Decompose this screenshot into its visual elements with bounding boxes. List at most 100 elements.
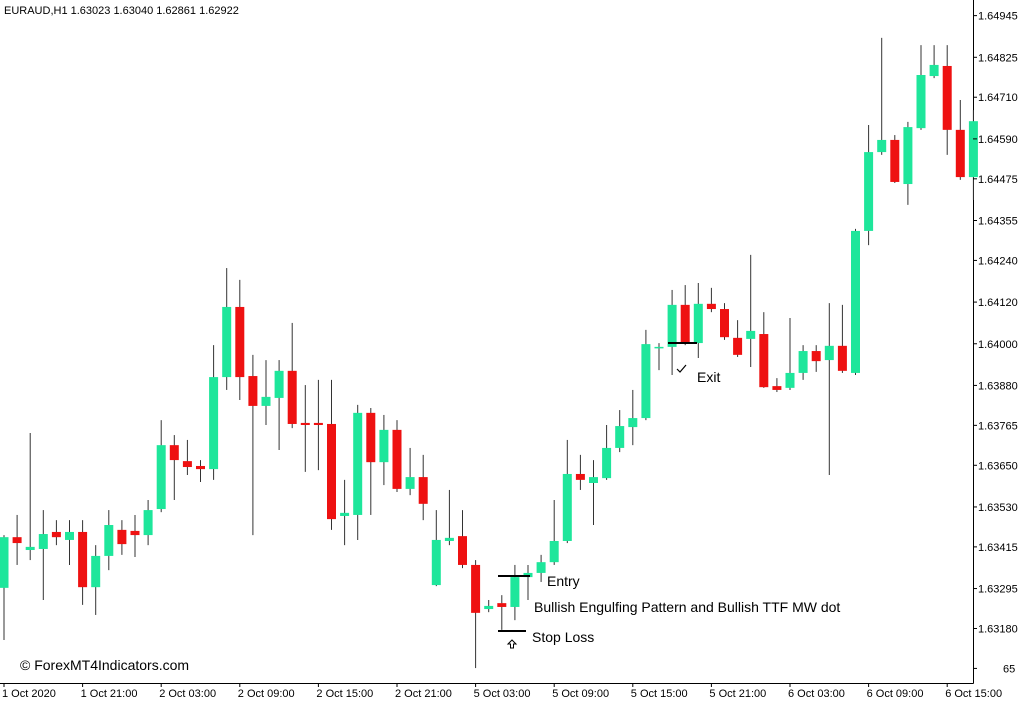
candle-body (641, 344, 651, 419)
x-tick-label: 6 Oct 15:00 (945, 688, 1002, 700)
candle-body (156, 445, 166, 510)
x-tick-label: 1 Oct 21:00 (81, 688, 138, 700)
candle-body (785, 372, 795, 388)
candle-body (955, 129, 965, 178)
x-tick-label: 5 Oct 21:00 (709, 688, 766, 700)
candle-body (589, 477, 598, 483)
y-tick-label: 65 (1003, 663, 1015, 675)
x-tick-label: 1 Oct 2020 (2, 688, 56, 700)
candle-body (667, 304, 677, 347)
candle-body (130, 530, 140, 536)
candle-body (720, 309, 729, 338)
y-tick-label: 1.63530 (978, 502, 1018, 514)
candle-body (890, 139, 900, 182)
candle-body (497, 603, 507, 607)
arrow-up-icon (506, 639, 518, 649)
candle-body (196, 465, 205, 470)
candle-body (340, 512, 350, 516)
candle-body (968, 121, 978, 178)
candle-body (287, 370, 297, 424)
chart-title: EURAUD,H1 1.63023 1.63040 1.62861 1.6292… (4, 5, 239, 17)
candle-body (117, 529, 127, 545)
candle-body (851, 230, 860, 373)
x-tick-label: 5 Oct 03:00 (474, 688, 531, 700)
candle-body (824, 345, 834, 361)
candle-body (248, 376, 258, 406)
check-icon (676, 364, 687, 373)
candle-body (903, 127, 913, 185)
candle-body (261, 396, 271, 406)
y-tick-label: 1.64590 (978, 134, 1018, 146)
y-tick-label: 1.63415 (978, 542, 1018, 554)
y-tick-label: 1.63180 (978, 623, 1018, 635)
candle-body (615, 426, 625, 448)
y-tick-label: 1.64000 (978, 339, 1018, 351)
candle-body (379, 429, 389, 463)
candle-body (78, 531, 88, 588)
x-tick-label: 2 Oct 03:00 (159, 688, 216, 700)
candle-body (25, 546, 35, 551)
candle-body (877, 139, 887, 153)
candle-body (327, 423, 336, 520)
candle-body (628, 418, 638, 428)
copyright: © ForexMT4Indicators.com (20, 657, 189, 673)
candle-body (811, 351, 821, 362)
candle-body (864, 152, 874, 231)
x-tick-label: 5 Oct 09:00 (552, 688, 609, 700)
candle-body (654, 346, 664, 349)
x-tick-label: 2 Oct 09:00 (238, 688, 295, 700)
candle-body (12, 537, 22, 544)
annotation-stop-loss: Stop Loss (532, 629, 594, 645)
candle-body (733, 337, 743, 355)
candle-body (235, 306, 245, 378)
x-tick-label: 6 Oct 03:00 (788, 688, 845, 700)
candle-body (143, 510, 153, 536)
candle-body (222, 306, 232, 378)
candle-body (51, 531, 61, 538)
candle-body (602, 447, 612, 479)
y-tick-label: 1.63295 (978, 584, 1018, 596)
candle-body (366, 412, 376, 463)
candle-body (746, 330, 756, 339)
candle-body (837, 345, 847, 371)
candle-body (575, 473, 585, 480)
candle-body (562, 473, 572, 541)
candle-body (38, 534, 48, 549)
y-tick-label: 1.64825 (978, 52, 1018, 64)
candle-body (693, 303, 703, 344)
candle-body (209, 377, 219, 470)
candle-body (772, 386, 782, 390)
candle-body (536, 562, 546, 573)
x-tick-label: 5 Oct 15:00 (631, 688, 688, 700)
candle-body (929, 64, 939, 77)
y-tick-label: 1.63880 (978, 380, 1018, 392)
candle-body (353, 412, 363, 515)
y-tick-label: 1.64945 (978, 11, 1018, 23)
candles (0, 37, 978, 669)
candle-body (274, 370, 284, 398)
candle-body (916, 75, 926, 129)
candle-body (418, 477, 428, 504)
candle-body (444, 537, 454, 541)
candle-body (104, 525, 114, 556)
annotation-pattern: Bullish Engulfing Pattern and Bullish TT… (534, 599, 840, 615)
y-tick-label: 1.63765 (978, 420, 1018, 432)
x-tick-label: 6 Oct 09:00 (867, 688, 924, 700)
candle-body (313, 422, 323, 426)
y-tick-label: 1.64710 (978, 92, 1018, 104)
candle-body (706, 303, 716, 310)
y-tick-label: 1.64475 (978, 174, 1018, 186)
y-tick-label: 1.63650 (978, 460, 1018, 472)
candle-body (484, 605, 494, 610)
candle-body (431, 539, 441, 586)
candle-body (798, 351, 808, 373)
y-tick-label: 1.64355 (978, 215, 1018, 227)
candle-body (458, 536, 467, 565)
y-tick-label: 1.64120 (978, 297, 1018, 309)
annotation-exit: Exit (697, 369, 720, 385)
candle-body (65, 531, 74, 540)
candle-body (0, 537, 9, 588)
candle-body (405, 477, 415, 489)
